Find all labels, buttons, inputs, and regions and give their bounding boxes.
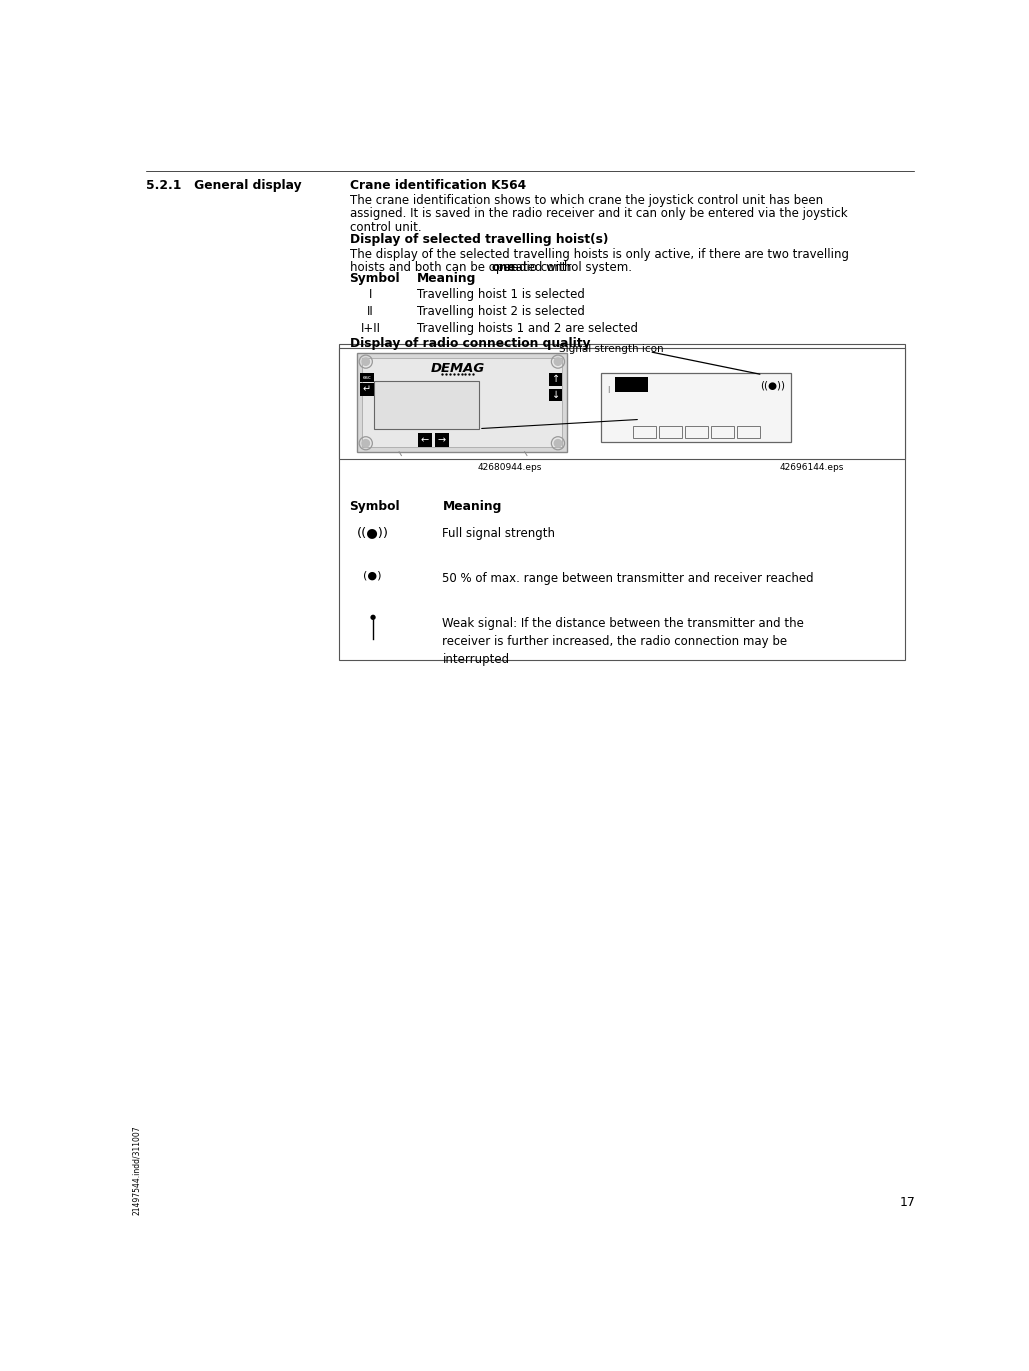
Circle shape xyxy=(362,440,369,447)
Text: Display of radio connection quality: Display of radio connection quality xyxy=(350,337,590,350)
Text: II: II xyxy=(367,304,374,318)
Text: Symbol: Symbol xyxy=(350,500,400,513)
Circle shape xyxy=(555,358,562,365)
Bar xyxy=(362,358,562,447)
Text: esc: esc xyxy=(362,374,371,380)
Bar xyxy=(340,348,906,459)
Text: control unit.: control unit. xyxy=(350,221,421,233)
Bar xyxy=(711,426,734,437)
Text: (●): (●) xyxy=(363,570,382,580)
Text: 42696144.eps: 42696144.eps xyxy=(780,463,844,472)
Text: 42680944.eps: 42680944.eps xyxy=(477,463,541,472)
Text: DEMAG: DEMAG xyxy=(430,362,485,376)
Text: ↵: ↵ xyxy=(363,385,371,395)
Text: Weak signal: If the distance between the transmitter and the
receiver is further: Weak signal: If the distance between the… xyxy=(442,617,805,666)
Text: radio control system.: radio control system. xyxy=(503,260,632,274)
Bar xyxy=(659,426,682,437)
Polygon shape xyxy=(357,354,567,451)
Bar xyxy=(601,373,791,443)
Circle shape xyxy=(362,358,369,365)
Bar xyxy=(375,381,478,429)
Bar xyxy=(549,373,562,385)
Bar xyxy=(737,426,759,437)
Text: Symbol: Symbol xyxy=(350,273,400,285)
Bar xyxy=(418,433,431,447)
Text: The crane identification shows to which crane the joystick control unit has been: The crane identification shows to which … xyxy=(350,193,822,207)
Text: I+II: I+II xyxy=(360,322,381,335)
Text: Travelling hoists 1 and 2 are selected: Travelling hoists 1 and 2 are selected xyxy=(417,322,638,335)
Text: The display of the selected travelling hoists is only active, if there are two t: The display of the selected travelling h… xyxy=(350,248,849,260)
Bar xyxy=(615,377,648,392)
Bar xyxy=(684,426,708,437)
Text: I: I xyxy=(368,288,372,302)
Text: Full signal strength: Full signal strength xyxy=(442,528,556,540)
Text: Meaning: Meaning xyxy=(442,500,502,513)
Text: |: | xyxy=(607,387,609,393)
Text: ↓: ↓ xyxy=(552,389,560,400)
Text: assigned. It is saved in the radio receiver and it can only be entered via the j: assigned. It is saved in the radio recei… xyxy=(350,207,847,221)
Text: ((●)): ((●)) xyxy=(760,381,785,391)
Text: →: → xyxy=(437,435,446,446)
Circle shape xyxy=(555,440,562,447)
Text: Travelling hoist 1 is selected: Travelling hoist 1 is selected xyxy=(417,288,584,302)
Text: one: one xyxy=(492,260,516,274)
Bar xyxy=(340,344,906,659)
Text: 5.2.1   General display: 5.2.1 General display xyxy=(146,180,301,192)
Text: 50 % of max. range between transmitter and receiver reached: 50 % of max. range between transmitter a… xyxy=(442,572,814,585)
Text: Travelling hoist 2 is selected: Travelling hoist 2 is selected xyxy=(417,304,584,318)
Text: Meaning: Meaning xyxy=(417,273,476,285)
Text: 21497544.indd/311007: 21497544.indd/311007 xyxy=(132,1126,141,1215)
Text: 17: 17 xyxy=(899,1197,915,1209)
Text: ((●)): ((●)) xyxy=(357,525,389,539)
Bar xyxy=(549,388,562,400)
Bar xyxy=(434,433,449,447)
Text: Signal strength icon: Signal strength icon xyxy=(559,344,664,354)
Text: hoists and both can be operated with: hoists and both can be operated with xyxy=(350,260,574,274)
Text: Display of selected travelling hoist(s): Display of selected travelling hoist(s) xyxy=(350,233,608,245)
Text: ←: ← xyxy=(421,435,429,446)
Text: ●: ● xyxy=(369,614,376,620)
Bar xyxy=(360,384,374,396)
Text: Crane identification K564: Crane identification K564 xyxy=(350,180,526,192)
Bar xyxy=(633,426,657,437)
Bar xyxy=(360,373,374,381)
Text: ↑: ↑ xyxy=(552,374,560,384)
